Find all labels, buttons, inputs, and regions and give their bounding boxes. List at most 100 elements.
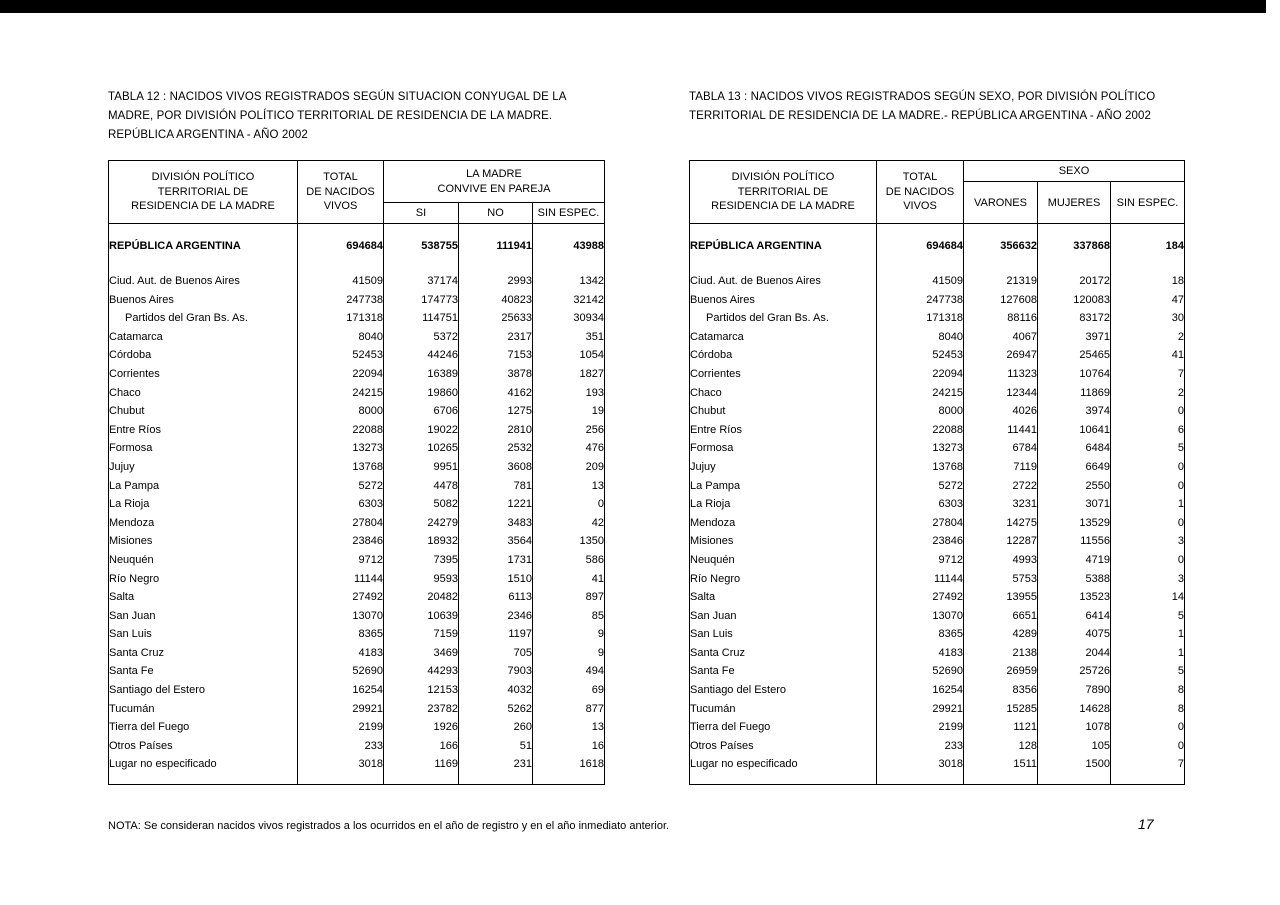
table12-total-section: REPÚBLICA ARGENTINA 694684 538755 111941… bbox=[109, 223, 605, 272]
row-value: 9712 bbox=[297, 550, 384, 570]
row-value: 27492 bbox=[876, 588, 964, 607]
row-value: 4026 bbox=[963, 402, 1038, 421]
row-value: 7153 bbox=[458, 346, 533, 365]
table-row: La Rioja 6303 5082 1221 0 bbox=[109, 495, 605, 514]
row-value: 29921 bbox=[297, 699, 384, 719]
row-value: 25633 bbox=[458, 309, 533, 328]
table-row: Buenos Aires 247738 127608 120083 47 bbox=[690, 290, 1185, 310]
row-value: 2 bbox=[1110, 327, 1185, 347]
table-row: Tierra del Fuego 2199 1121 1078 0 bbox=[690, 718, 1185, 737]
row-label: Entre Ríos bbox=[690, 423, 742, 436]
row-value: 19022 bbox=[383, 420, 459, 440]
row-value: 694684 bbox=[876, 236, 964, 256]
table13-title-line1: TABLA 13 : NACIDOS VIVOS REGISTRADOS SEG… bbox=[689, 91, 1156, 103]
row-value: 11441 bbox=[963, 420, 1038, 440]
table13-header-mujeres: MUJERES bbox=[1037, 181, 1111, 224]
row-label: Salta bbox=[690, 591, 716, 604]
table-row: San Juan 13070 10639 2346 85 bbox=[109, 606, 605, 626]
row-value: 24215 bbox=[876, 383, 964, 403]
row-label: Catamarca bbox=[109, 330, 163, 343]
row-value: 52453 bbox=[876, 346, 964, 365]
row-value: 41509 bbox=[876, 272, 964, 291]
table-row: Otros Países 233 166 51 16 bbox=[109, 736, 605, 756]
table12-header-total: TOTAL DE NACIDOS VIVOS bbox=[297, 160, 384, 224]
row-value: 3018 bbox=[297, 755, 384, 775]
row-value: 5 bbox=[1110, 606, 1185, 626]
row-value: 120083 bbox=[1037, 290, 1111, 310]
row-label: Partidos del Gran Bs. As. bbox=[706, 312, 829, 325]
row-value: 7 bbox=[1110, 755, 1185, 775]
row-value: 5272 bbox=[297, 476, 384, 496]
table13-header: DIVISIÓN POLÍTICO TERRITORIAL DE RESIDEN… bbox=[689, 160, 1185, 224]
row-value: 20172 bbox=[1037, 272, 1111, 291]
table-row: Chubut 8000 6706 1275 19 bbox=[109, 402, 605, 421]
row-value: 2532 bbox=[458, 439, 533, 458]
row-value: 3 bbox=[1110, 532, 1185, 551]
table13-total-row: REPÚBLICA ARGENTINA 694684 356632 337868… bbox=[690, 236, 1185, 256]
row-value: 41509 bbox=[297, 272, 384, 291]
table-row: Río Negro 11144 9593 1510 41 bbox=[109, 569, 605, 589]
table12-body: Ciud. Aut. de Buenos Aires 41509 37174 2993… bbox=[109, 272, 605, 775]
row-value: 3971 bbox=[1037, 327, 1111, 347]
row-label: Tierra del Fuego bbox=[109, 721, 190, 734]
table-row: Tierra del Fuego 2199 1926 260 13 bbox=[109, 718, 605, 737]
row-value: 1618 bbox=[532, 755, 605, 775]
row-value: 1078 bbox=[1037, 718, 1111, 737]
row-label: La Pampa bbox=[109, 479, 160, 492]
row-value: 233 bbox=[876, 736, 964, 756]
row-value: 11144 bbox=[297, 569, 384, 589]
row-value: 7 bbox=[1110, 364, 1185, 384]
row-value: 23782 bbox=[383, 699, 459, 719]
row-label: Tierra del Fuego bbox=[690, 721, 771, 734]
row-value: 4075 bbox=[1037, 625, 1111, 644]
row-value: 9 bbox=[532, 625, 605, 644]
row-value: 114751 bbox=[383, 309, 459, 328]
row-value: 2722 bbox=[963, 476, 1038, 496]
table-row: Córdoba 52453 26947 25465 41 bbox=[690, 346, 1185, 365]
row-label: La Rioja bbox=[690, 498, 731, 511]
table-row: Tucumán 29921 23782 5262 877 bbox=[109, 699, 605, 719]
row-value: 9 bbox=[532, 643, 605, 663]
row-value: 2044 bbox=[1037, 643, 1111, 663]
table12-header-group: LA MADRE CONVIVE EN PAREJA bbox=[383, 160, 605, 203]
row-value: 5753 bbox=[963, 569, 1038, 589]
row-value: 5388 bbox=[1037, 569, 1111, 589]
table-row: Chubut 8000 4026 3974 0 bbox=[690, 402, 1185, 421]
row-value: 0 bbox=[1110, 513, 1185, 533]
row-label: Río Negro bbox=[109, 572, 160, 585]
row-value: 1500 bbox=[1037, 755, 1111, 775]
row-value: 13 bbox=[532, 718, 605, 737]
row-value: 1342 bbox=[532, 272, 605, 291]
row-value: 13523 bbox=[1037, 588, 1111, 607]
row-value: 1121 bbox=[963, 718, 1038, 737]
row-value: 3231 bbox=[963, 495, 1038, 514]
row-label: Jujuy bbox=[690, 460, 716, 473]
row-value: 1054 bbox=[532, 346, 605, 365]
row-value: 7890 bbox=[1037, 681, 1111, 700]
table12-header: DIVISIÓN POLÍTICO TERRITORIAL DE RESIDEN… bbox=[108, 160, 605, 224]
row-label: Otros Países bbox=[109, 739, 173, 752]
table-row: Misiones 23846 18932 3564 1350 bbox=[109, 532, 605, 551]
table13-grid: DIVISIÓN POLÍTICO TERRITORIAL DE RESIDEN… bbox=[689, 160, 1185, 786]
row-value: 14275 bbox=[963, 513, 1038, 533]
row-value: 7119 bbox=[963, 457, 1038, 477]
table13-title: TABLA 13 : NACIDOS VIVOS REGISTRADOS SEG… bbox=[689, 88, 1209, 126]
row-value: 13529 bbox=[1037, 513, 1111, 533]
row-value: 3 bbox=[1110, 569, 1185, 589]
row-value: 4289 bbox=[963, 625, 1038, 644]
table-row: Mendoza 27804 24279 3483 42 bbox=[109, 513, 605, 533]
table-row: Córdoba 52453 44246 7153 1054 bbox=[109, 346, 605, 365]
row-value: 8040 bbox=[876, 327, 964, 347]
row-label: Chaco bbox=[690, 386, 722, 399]
row-value: 1169 bbox=[383, 755, 459, 775]
row-label: Tucumán bbox=[690, 702, 736, 715]
row-value: 51 bbox=[458, 736, 533, 756]
row-value: 6706 bbox=[383, 402, 459, 421]
row-value: 1827 bbox=[532, 364, 605, 384]
row-value: 40823 bbox=[458, 290, 533, 310]
table-row: Ciud. Aut. de Buenos Aires 41509 21319 2017… bbox=[690, 272, 1185, 291]
row-label: Ciud. Aut. de Buenos Aires bbox=[690, 275, 821, 287]
row-value: 586 bbox=[532, 550, 605, 570]
row-label: San Luis bbox=[690, 628, 733, 641]
row-label: Lugar no especificado bbox=[690, 758, 798, 771]
